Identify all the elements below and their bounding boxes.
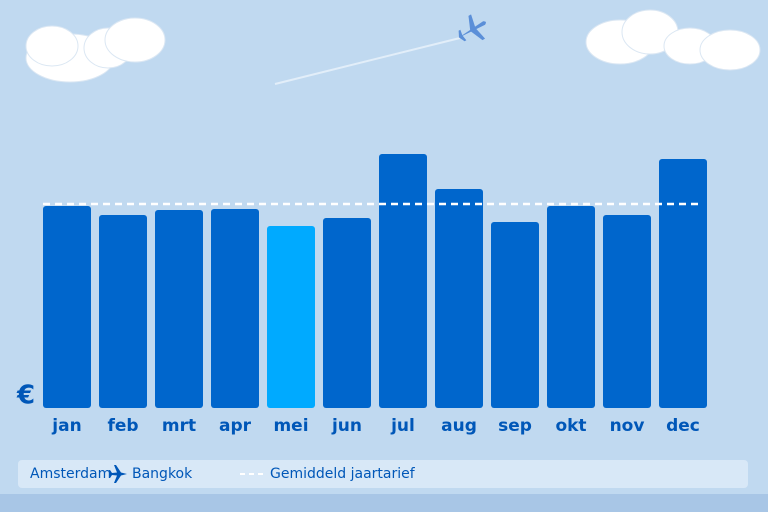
plane-icon xyxy=(458,14,486,42)
bar xyxy=(323,218,371,408)
bar xyxy=(43,206,91,408)
legend-average: Gemiddeld jaartarief xyxy=(270,466,416,482)
bar xyxy=(603,215,651,408)
contrail xyxy=(274,37,461,85)
x-tick-label: jun xyxy=(331,416,362,436)
bar xyxy=(99,215,147,408)
bar xyxy=(491,222,539,408)
x-tick-label: feb xyxy=(107,416,138,436)
ground-strip xyxy=(0,494,768,512)
cloud xyxy=(25,17,166,83)
x-tick-label: jul xyxy=(390,416,415,436)
x-tick-label: sep xyxy=(498,416,532,436)
bar xyxy=(435,189,483,408)
cloud xyxy=(585,9,761,71)
plot-area: jan feb mrt apr mei jun jul aug sep okt nov dec xyxy=(43,154,707,436)
legend-origin: Amsterdam xyxy=(30,466,111,482)
y-label: € xyxy=(16,381,35,411)
x-tick-label: okt xyxy=(555,416,586,436)
legend xyxy=(18,460,748,488)
x-tick-label: apr xyxy=(219,416,252,436)
bar xyxy=(659,159,707,408)
x-tick-label: dec xyxy=(666,416,700,436)
bar xyxy=(155,210,203,408)
bar xyxy=(267,226,315,408)
x-tick-label: aug xyxy=(441,416,477,436)
bar xyxy=(211,209,259,408)
x-tick-label: jan xyxy=(51,416,81,436)
x-tick-label: mrt xyxy=(162,416,196,436)
x-tick-label: mei xyxy=(273,416,308,436)
bar xyxy=(379,154,427,408)
legend-destination: Bangkok xyxy=(132,466,193,482)
legend-plane-icon xyxy=(109,465,127,483)
x-tick-label: nov xyxy=(610,416,645,436)
bar xyxy=(547,206,595,408)
